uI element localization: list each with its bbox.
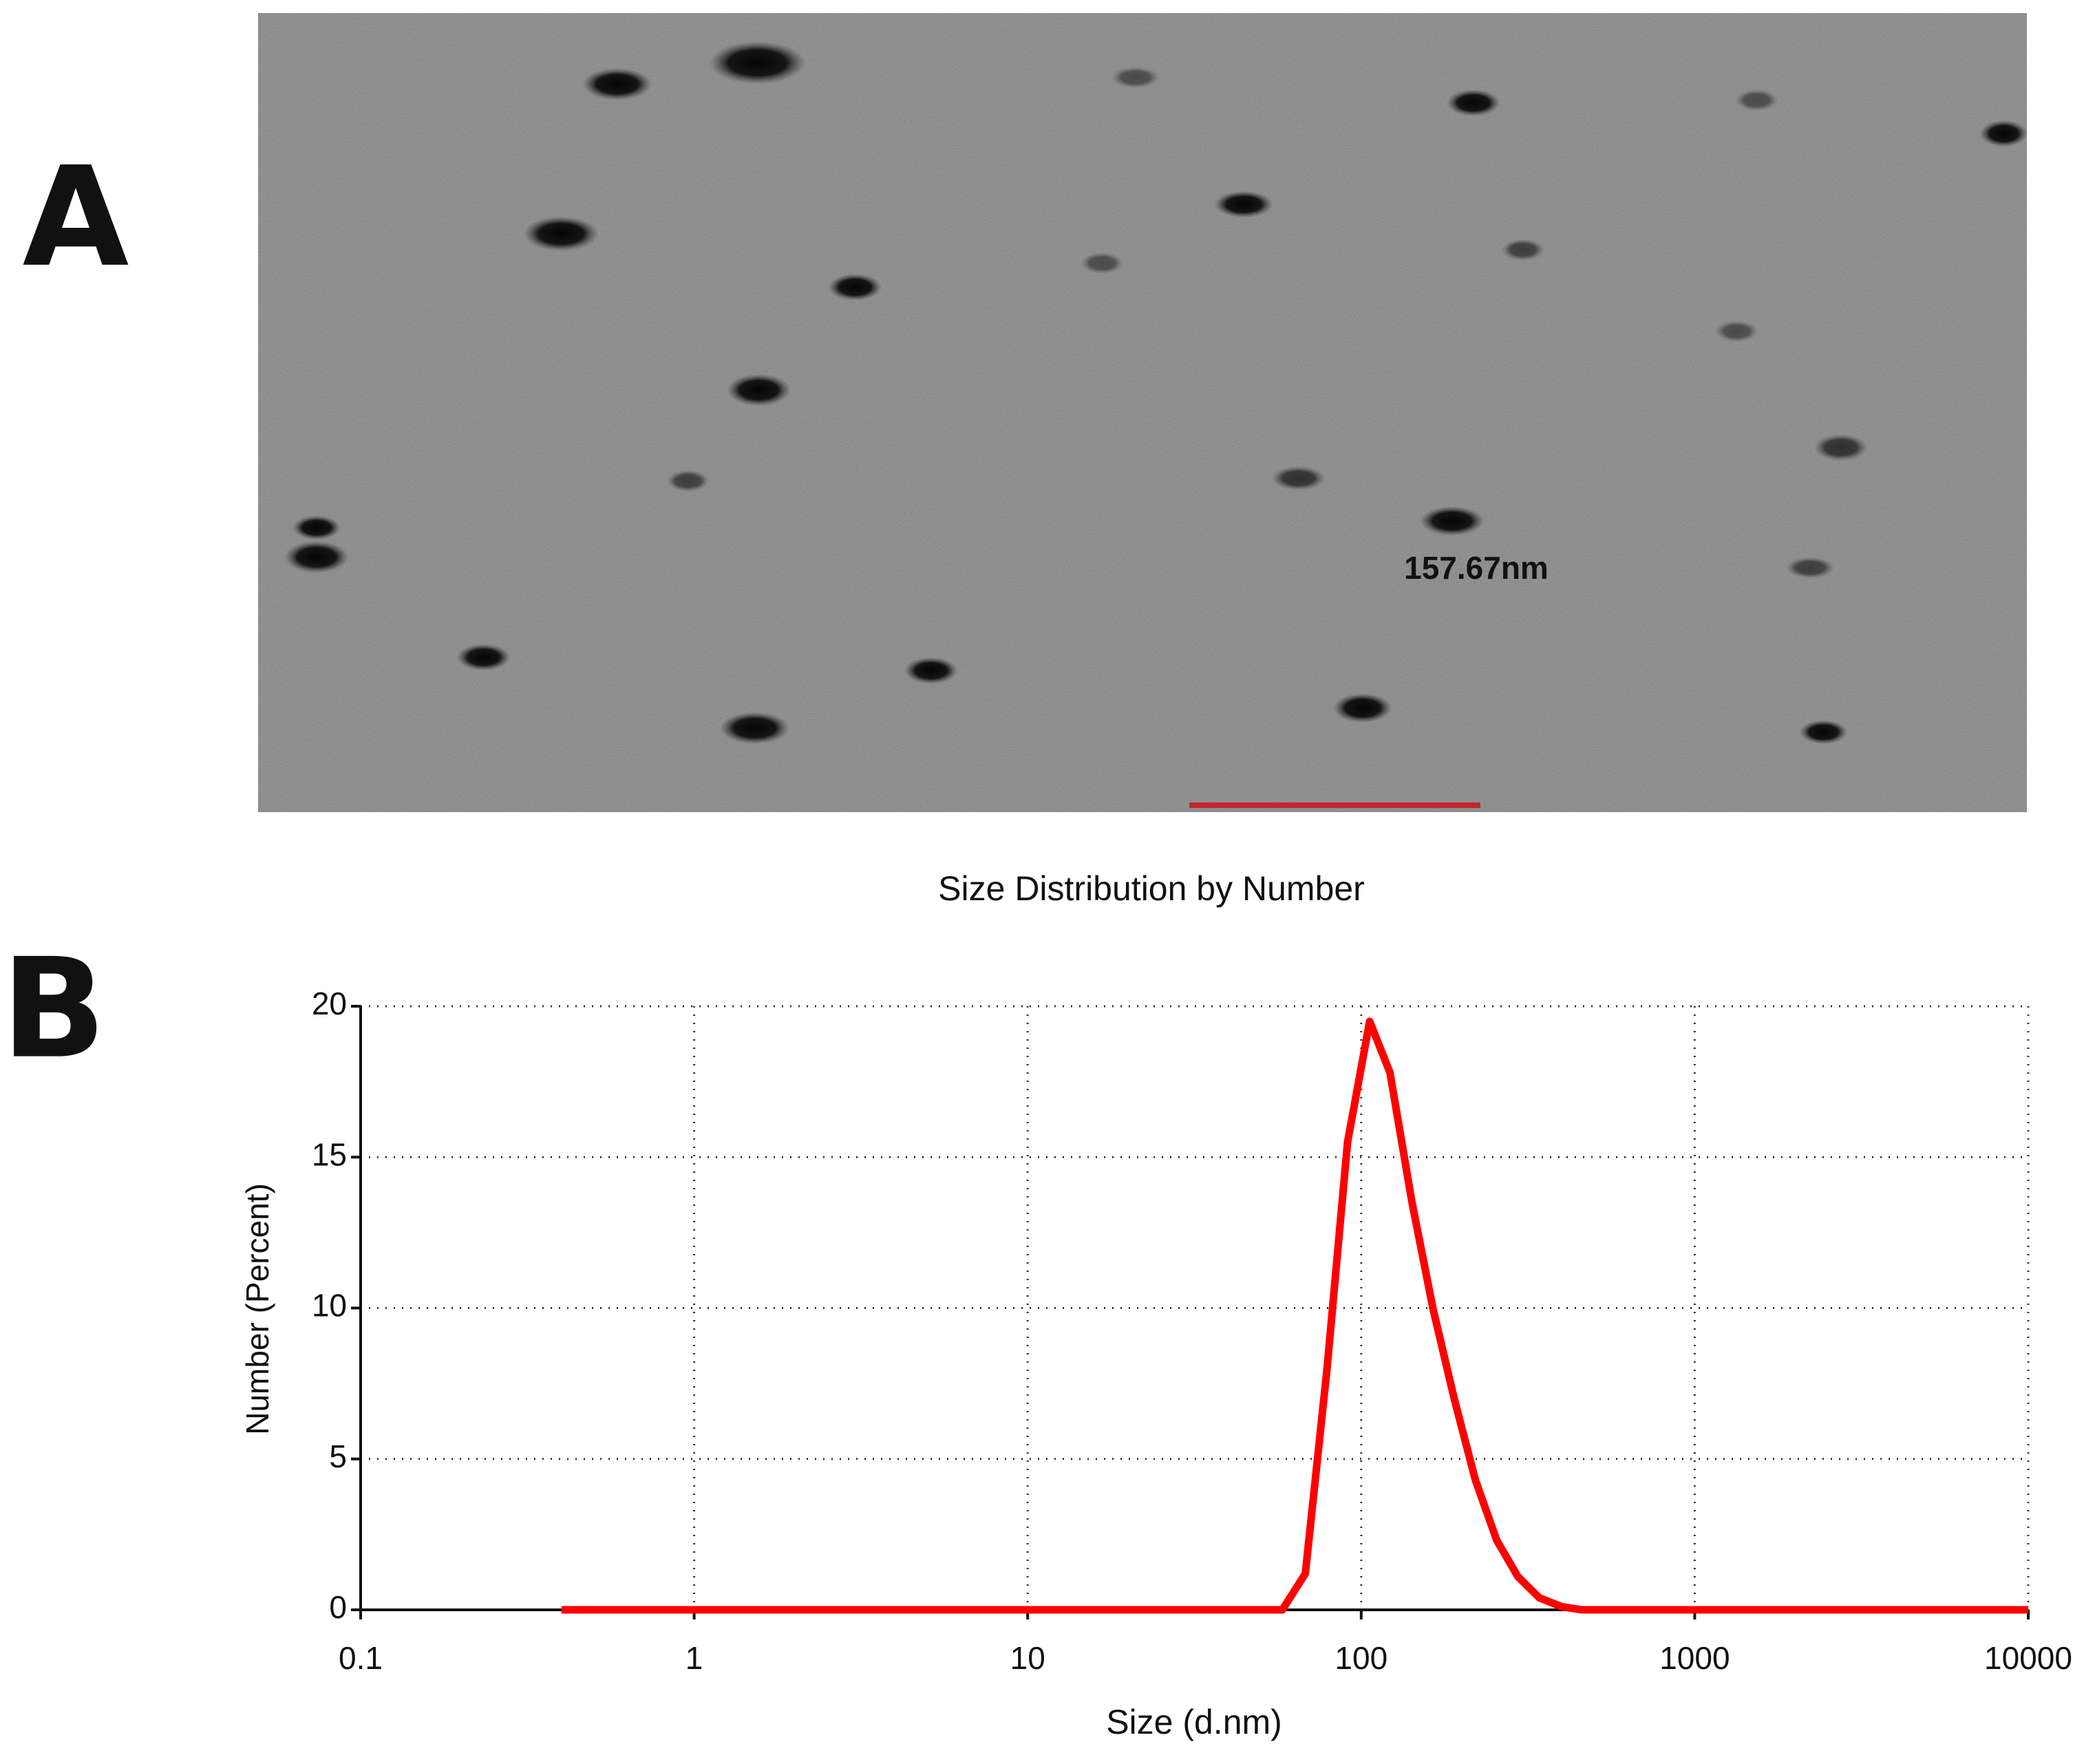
micrograph	[258, 13, 2028, 812]
panel-label: B	[1, 929, 106, 1090]
x-tick-label: 100	[1334, 1640, 1387, 1676]
y-tick-label: 15	[312, 1136, 347, 1172]
y-axis-label: Number (Percent)	[240, 1183, 275, 1435]
image-annotation: 157.67nm	[1404, 550, 1549, 586]
data-line	[561, 1017, 2028, 1614]
chart-title: Size Distribution by Number	[938, 869, 1365, 908]
x-tick-label: 10000	[1984, 1640, 2072, 1676]
y-tick-label: 20	[312, 986, 347, 1021]
x-tick-label: 1	[685, 1640, 703, 1676]
y-tick-label: 10	[312, 1288, 347, 1324]
x-tick-label: 0.1	[339, 1640, 383, 1676]
x-tick-label: 1000	[1659, 1640, 1730, 1676]
y-tick-label: 5	[329, 1438, 347, 1474]
y-tick-label: 0	[329, 1589, 347, 1625]
x-tick-label: 10	[1010, 1640, 1045, 1676]
x-axis-label: Size (d.nm)	[1106, 1703, 1282, 1741]
panel-label: A	[23, 138, 129, 298]
